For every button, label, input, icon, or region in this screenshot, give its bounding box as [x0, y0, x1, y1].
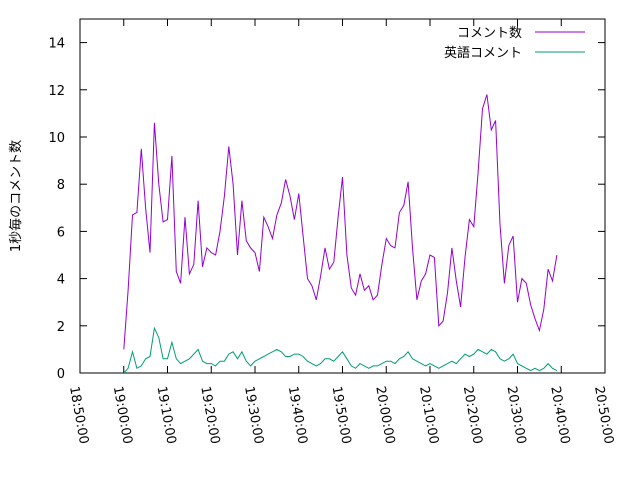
x-axis: 18:50:00 19:00:00 19:10:00 19:20:00 19:30:00…	[66, 19, 616, 445]
y-tick-label: 12	[48, 84, 65, 99]
x-tick-label: 19:10:00	[154, 385, 179, 445]
y-tick-label: 6	[57, 225, 65, 240]
x-tick-label: 19:00:00	[110, 385, 135, 445]
y-tick-label: 10	[48, 131, 65, 146]
x-tick-label: 20:40:00	[547, 385, 572, 445]
x-tick-label: 20:00:00	[372, 385, 397, 445]
series-line-2	[123, 326, 558, 374]
y-tick-label: 14	[48, 37, 65, 52]
y-tick-label: 2	[57, 320, 65, 335]
legend-label: コメント数	[457, 26, 522, 41]
x-tick-label: 19:20:00	[197, 385, 222, 445]
legend-label: 英語コメント	[444, 45, 522, 61]
x-tick-label: 19:50:00	[329, 385, 354, 445]
x-tick-label: 20:10:00	[416, 385, 441, 445]
y-tick-label: 8	[57, 178, 65, 193]
y-axis: 0 2 4 6 8 10 12 14	[48, 37, 605, 382]
y-tick-label: 4	[57, 273, 65, 288]
y-tick-label: 0	[57, 367, 65, 382]
x-tick-label: 20:30:00	[504, 385, 529, 445]
series-line-1	[123, 94, 558, 350]
y-axis-label: 1秒毎のコメント数	[8, 140, 24, 252]
x-tick-label: 18:50:00	[66, 385, 91, 445]
x-tick-label: 19:40:00	[285, 385, 310, 445]
x-tick-label: 20:20:00	[460, 385, 485, 445]
series-lines	[123, 94, 558, 374]
x-tick-label: 20:50:00	[591, 385, 616, 445]
plot-frame	[79, 18, 606, 374]
x-tick-label: 19:30:00	[241, 385, 266, 445]
